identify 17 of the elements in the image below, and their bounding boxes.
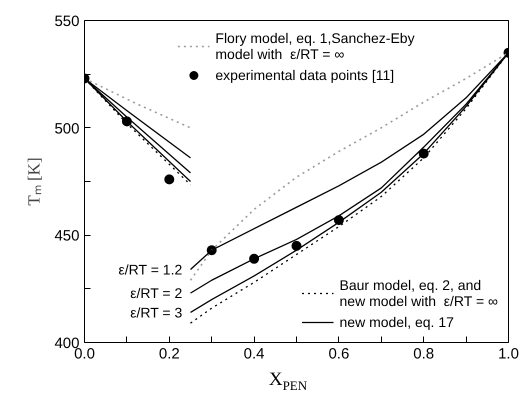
x-tick-label: 0.8 <box>413 346 434 362</box>
legend-label: new model, eq. 17 <box>340 314 454 330</box>
x-tick-label: 0.6 <box>328 346 350 362</box>
annotation: ε/RT = 1.2 <box>118 262 182 278</box>
y-tick-label: 500 <box>54 120 80 138</box>
x-tick-label: 1.0 <box>498 346 519 362</box>
legend-label: experimental data points [11] <box>215 67 394 83</box>
legend-label: Flory model, eq. 1,Sanchez-Eby model with ε/RT = ∞ <box>215 30 415 62</box>
legend-label: Baur model, eq. 2, and new model with ε/RT = ∞ <box>340 277 498 309</box>
x-tick-label: 0.2 <box>158 346 180 362</box>
x-axis-title: X$_{PEN}$ <box>268 369 308 395</box>
y-tick-label: 450 <box>54 228 80 245</box>
x-tick-label: 0.4 <box>244 346 265 362</box>
y-tick-label: 550 <box>54 13 80 30</box>
y-axis-title: Tₘ [K] <box>24 157 44 206</box>
annotation: ε/RT = 2 <box>130 285 182 302</box>
annotation: ε/RT = 3 <box>130 304 182 320</box>
